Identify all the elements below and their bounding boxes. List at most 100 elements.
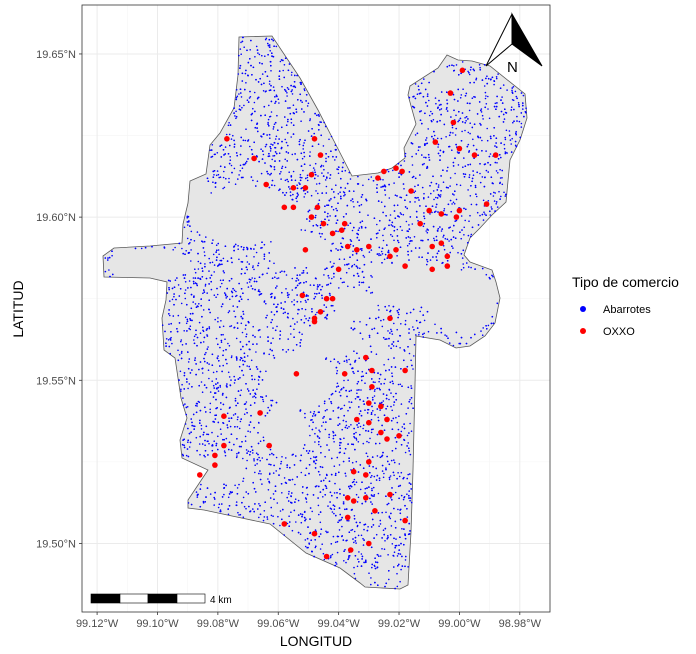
abarrotes-point: [341, 281, 344, 284]
abarrotes-point: [200, 381, 203, 383]
abarrotes-point: [303, 321, 306, 324]
abarrotes-point: [205, 277, 208, 280]
abarrotes-point: [242, 345, 244, 348]
abarrotes-point: [338, 258, 341, 261]
abarrotes-point: [412, 96, 414, 98]
abarrotes-point: [495, 77, 498, 80]
abarrotes-point: [284, 100, 287, 102]
abarrotes-point: [415, 334, 417, 336]
abarrotes-point: [287, 88, 290, 90]
abarrotes-point: [328, 199, 331, 202]
abarrotes-point: [349, 178, 352, 180]
abarrotes-point: [334, 541, 337, 544]
abarrotes-point: [364, 523, 367, 526]
abarrotes-point: [452, 201, 455, 204]
abarrotes-point: [277, 303, 279, 306]
abarrotes-point: [183, 374, 186, 377]
abarrotes-point: [391, 221, 394, 224]
abarrotes-point: [176, 330, 179, 333]
abarrotes-point: [430, 110, 432, 113]
abarrotes-point: [341, 166, 344, 169]
abarrotes-point: [395, 447, 397, 450]
abarrotes-point: [492, 275, 494, 278]
abarrotes-point: [377, 372, 379, 374]
abarrotes-point: [284, 158, 287, 161]
abarrotes-point: [344, 508, 346, 511]
abarrotes-point: [372, 524, 375, 526]
abarrotes-point: [295, 344, 298, 346]
abarrotes-point: [178, 242, 181, 245]
abarrotes-point: [397, 162, 400, 165]
abarrotes-point: [195, 411, 198, 414]
abarrotes-point: [320, 165, 322, 168]
abarrotes-point: [329, 294, 331, 297]
abarrotes-point: [231, 171, 233, 174]
abarrotes-point: [498, 190, 500, 193]
abarrotes-point: [214, 414, 216, 417]
abarrotes-point: [295, 280, 297, 282]
abarrotes-point: [368, 286, 370, 289]
abarrotes-point: [239, 64, 242, 67]
abarrotes-point: [368, 334, 371, 337]
abarrotes-point: [195, 491, 198, 493]
abarrotes-point: [326, 474, 328, 477]
abarrotes-point: [351, 254, 354, 256]
abarrotes-point: [259, 513, 262, 516]
abarrotes-point: [174, 279, 177, 282]
abarrotes-point: [249, 58, 251, 60]
abarrotes-point: [324, 218, 326, 221]
abarrotes-point: [440, 327, 442, 330]
abarrotes-point: [418, 88, 420, 91]
abarrotes-point: [421, 239, 424, 242]
abarrotes-point: [485, 103, 488, 105]
abarrotes-point: [254, 503, 256, 505]
abarrotes-point: [306, 493, 309, 496]
abarrotes-point: [382, 234, 384, 237]
abarrotes-point: [332, 155, 334, 158]
abarrotes-point: [503, 147, 506, 150]
abarrotes-point: [369, 345, 372, 348]
abarrotes-point: [222, 333, 224, 336]
abarrotes-point: [423, 143, 426, 145]
abarrotes-point: [281, 270, 283, 273]
abarrotes-point: [488, 155, 491, 158]
abarrotes-point: [408, 242, 411, 245]
abarrotes-point: [290, 511, 292, 513]
abarrotes-point: [244, 435, 247, 438]
abarrotes-point: [504, 152, 507, 155]
abarrotes-point: [236, 322, 239, 324]
abarrotes-point: [318, 115, 320, 117]
abarrotes-point: [250, 176, 253, 178]
abarrotes-point: [189, 372, 192, 374]
abarrotes-point: [253, 268, 255, 271]
abarrotes-point: [404, 206, 407, 208]
abarrotes-point: [362, 254, 365, 257]
abarrotes-point: [170, 322, 172, 325]
abarrotes-point: [239, 164, 242, 167]
abarrotes-point: [219, 384, 221, 387]
abarrotes-point: [349, 487, 351, 490]
abarrotes-point: [484, 91, 487, 94]
abarrotes-point: [470, 203, 473, 206]
abarrotes-point: [473, 81, 475, 84]
abarrotes-point: [409, 237, 412, 239]
abarrotes-point: [279, 524, 281, 527]
abarrotes-point: [195, 329, 197, 332]
abarrotes-point: [359, 464, 362, 466]
abarrotes-point: [436, 120, 439, 123]
abarrotes-point: [392, 169, 394, 172]
abarrotes-point: [181, 443, 184, 446]
abarrotes-point: [512, 121, 514, 124]
abarrotes-point: [246, 247, 249, 250]
abarrotes-point: [249, 96, 252, 98]
abarrotes-point: [458, 119, 461, 122]
abarrotes-point: [408, 447, 410, 450]
abarrotes-point: [319, 236, 322, 238]
abarrotes-point: [304, 299, 307, 302]
abarrotes-point: [492, 195, 495, 197]
abarrotes-point: [321, 543, 324, 545]
abarrotes-point: [481, 334, 484, 337]
abarrotes-point: [183, 438, 185, 441]
abarrotes-point: [271, 399, 274, 402]
abarrotes-point: [363, 539, 365, 541]
